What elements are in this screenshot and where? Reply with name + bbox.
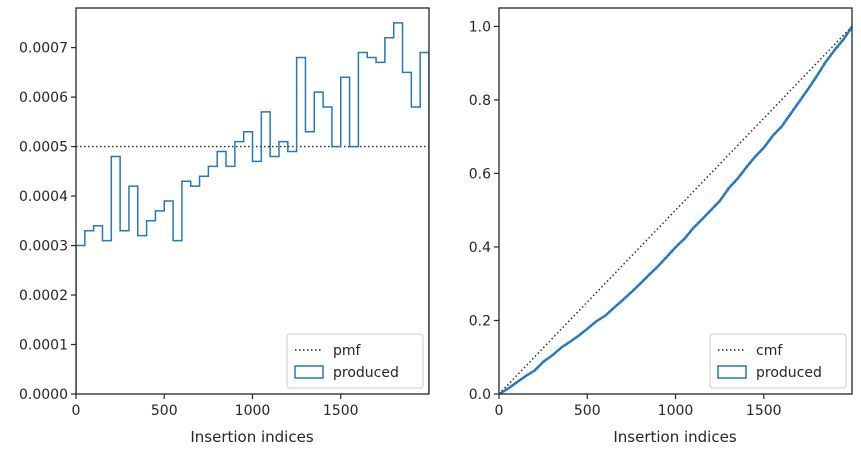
- x-tick-label: 0: [72, 403, 81, 419]
- y-tick-label: 0.8: [469, 93, 491, 109]
- produced-cumulative-series: [499, 26, 852, 394]
- y-tick-label: 0.0001: [19, 338, 68, 354]
- pmf-y-axis: 0.0000 0.0001 0.0002 0.0003 0.0004 0.0005 0.00…: [19, 41, 76, 403]
- produced-histogram-series: [76, 22, 429, 394]
- cmf-legend: cmf produced: [709, 333, 847, 389]
- legend-swatch-produced: [717, 365, 747, 379]
- cmf-reference-line: [499, 25, 852, 394]
- cmf-plot-area: [499, 25, 852, 394]
- pmf-plot-area: [76, 22, 429, 394]
- y-tick-label: 0.0002: [19, 288, 68, 304]
- y-tick-label: 0.0000: [19, 387, 68, 403]
- cmf-x-axis-label: Insertion indices: [613, 428, 736, 446]
- y-tick-label: 0.0007: [19, 41, 68, 57]
- x-tick-label: 500: [574, 403, 601, 419]
- cmf-chart: 0.0 0.2 0.4 0.6 0.8 1.0 0 500 1000 1500 Insertio…: [469, 7, 853, 446]
- y-tick-label: 0.0: [469, 387, 491, 403]
- cmf-x-axis: 0 500 1000 1500: [495, 394, 782, 419]
- pmf-chart: 0.0000 0.0001 0.0002 0.0003 0.0004 0.0005 0.00…: [19, 7, 430, 446]
- y-tick-label: 0.6: [469, 166, 491, 182]
- x-tick-label: 1500: [746, 403, 782, 419]
- x-tick-label: 1000: [658, 403, 694, 419]
- x-tick-label: 500: [151, 403, 178, 419]
- legend-box: [286, 333, 424, 389]
- pmf-legend: pmf produced: [286, 333, 424, 389]
- y-tick-label: 0.4: [469, 240, 491, 256]
- legend-box: [709, 333, 847, 389]
- x-tick-label: 1000: [235, 403, 271, 419]
- y-tick-label: 1.0: [469, 19, 491, 35]
- y-tick-label: 0.0005: [19, 140, 68, 156]
- y-tick-label: 0.0003: [19, 239, 68, 255]
- cmf-plot-frame: [498, 7, 853, 395]
- pmf-plot-frame: [75, 7, 430, 395]
- x-tick-label: 1500: [323, 403, 359, 419]
- y-tick-label: 0.2: [469, 313, 491, 329]
- y-tick-label: 0.0006: [19, 90, 68, 106]
- legend-swatch-produced: [294, 365, 324, 379]
- y-tick-label: 0.0004: [19, 189, 68, 205]
- cmf-y-axis: 0.0 0.2 0.4 0.6 0.8 1.0: [469, 19, 499, 403]
- pmf-x-axis-label: Insertion indices: [190, 428, 313, 446]
- legend-label-cmf: cmf: [756, 343, 783, 359]
- legend-label-produced: produced: [333, 365, 399, 381]
- pmf-x-axis: 0 500 1000 1500: [72, 394, 359, 419]
- x-tick-label: 0: [495, 403, 504, 419]
- legend-label-produced: produced: [756, 365, 822, 381]
- legend-label-pmf: pmf: [333, 343, 362, 359]
